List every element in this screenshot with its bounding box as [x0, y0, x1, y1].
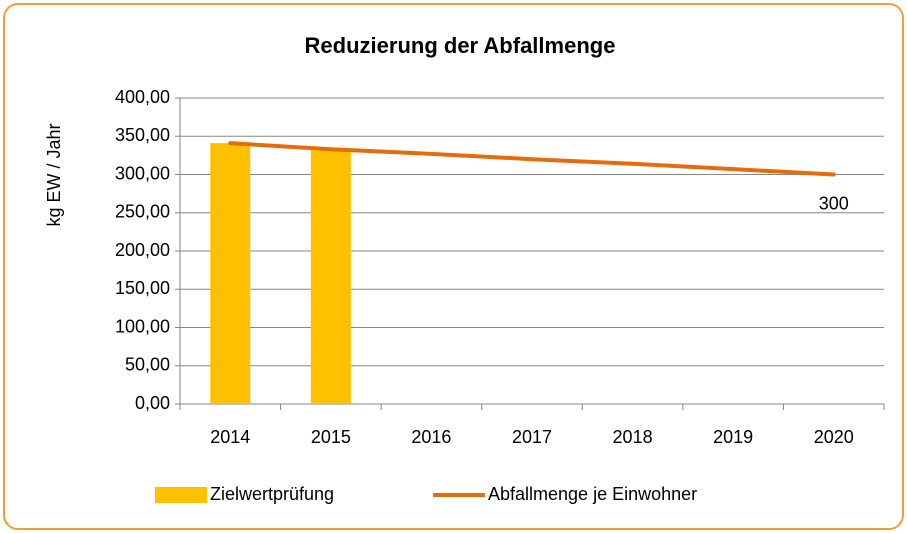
- x-tick-label: 2018: [613, 427, 653, 447]
- y-tick-label: 150,00: [115, 278, 170, 298]
- legend-label: Abfallmenge je Einwohner: [488, 484, 697, 504]
- x-tick-label: 2014: [210, 427, 250, 447]
- bar: [210, 143, 251, 404]
- x-tick-label: 2020: [814, 427, 854, 447]
- y-tick-label: 0,00: [135, 393, 170, 413]
- y-tick-label: 350,00: [115, 125, 170, 145]
- chart-title: Reduzierung der Abfallmenge: [305, 33, 616, 58]
- y-tick-label: 100,00: [115, 316, 170, 336]
- legend-label: Zielwertprüfung: [210, 484, 334, 504]
- data-label: 300: [819, 193, 849, 213]
- y-tick-label: 400,00: [115, 87, 170, 107]
- bar: [310, 149, 351, 404]
- x-tick-label: 2016: [411, 427, 451, 447]
- y-axis-label: kg EW / Jahr: [44, 123, 64, 226]
- x-tick-label: 2019: [713, 427, 753, 447]
- y-tick-label: 300,00: [115, 163, 170, 183]
- line: [228, 141, 836, 177]
- legend-swatch: [155, 487, 207, 503]
- chart-border: [3, 3, 904, 530]
- x-tick-label: 2015: [311, 427, 351, 447]
- y-tick-label: 250,00: [115, 202, 170, 222]
- y-tick-label: 50,00: [125, 355, 170, 375]
- y-tick-label: 200,00: [115, 240, 170, 260]
- x-tick-label: 2017: [512, 427, 552, 447]
